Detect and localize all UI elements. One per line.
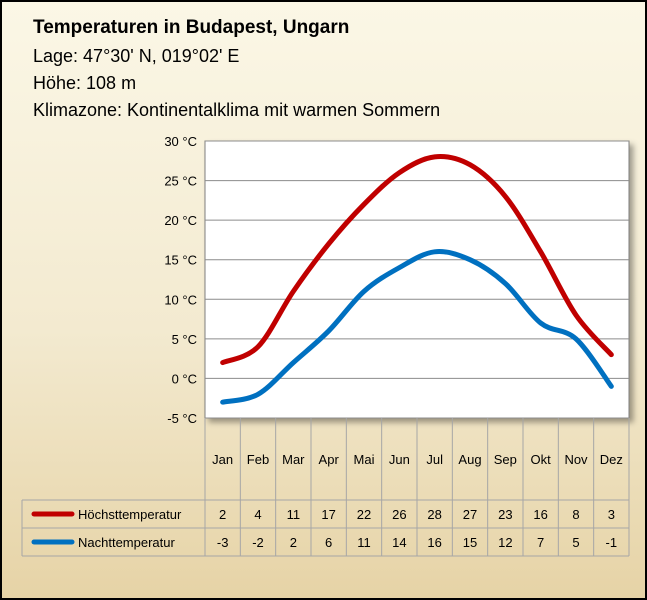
data-label: 7 bbox=[537, 535, 544, 550]
series-line-night bbox=[220, 249, 614, 405]
data-label: 17 bbox=[321, 507, 335, 522]
data-label: 16 bbox=[533, 507, 547, 522]
data-label: 26 bbox=[392, 507, 406, 522]
y-tick-label: 20 °C bbox=[164, 213, 197, 228]
location-text: Lage: 47°30' N, 019°02' E bbox=[33, 46, 240, 66]
data-label: 2 bbox=[290, 535, 297, 550]
data-label: 23 bbox=[498, 507, 512, 522]
y-tick-label: 5 °C bbox=[172, 332, 197, 347]
series-lines bbox=[220, 154, 614, 405]
y-tick-label: 25 °C bbox=[164, 174, 197, 189]
data-label: -2 bbox=[252, 535, 264, 550]
data-label: 12 bbox=[498, 535, 512, 550]
x-tick-label: Okt bbox=[531, 452, 552, 467]
data-label: 22 bbox=[357, 507, 371, 522]
data-label: 4 bbox=[254, 507, 261, 522]
data-label: 11 bbox=[357, 535, 371, 550]
data-table: Jan Feb Mar Apr Mai Jun Jul Aug Sep Okt Nov Dez Höch… bbox=[21, 418, 630, 557]
data-label: 8 bbox=[572, 507, 579, 522]
data-label: 14 bbox=[392, 535, 406, 550]
x-tick-label: Mai bbox=[354, 452, 375, 467]
x-tick-label: Dez bbox=[600, 452, 623, 467]
data-label: 28 bbox=[427, 507, 441, 522]
y-axis-labels: 30 °C 25 °C 20 °C 15 °C 10 °C 5 °C 0 °C -5 °C bbox=[164, 134, 197, 426]
data-label: 5 bbox=[572, 535, 579, 550]
x-tick-label: Nov bbox=[564, 452, 588, 467]
plot-background bbox=[204, 140, 630, 419]
data-label: 15 bbox=[463, 535, 477, 550]
x-tick-label: Feb bbox=[247, 452, 269, 467]
altitude-text: Höhe: 108 m bbox=[33, 73, 137, 93]
data-label: 2 bbox=[219, 507, 226, 522]
x-tick-label: Jul bbox=[426, 452, 443, 467]
x-tick-label: Jan bbox=[212, 452, 233, 467]
data-label: 11 bbox=[287, 507, 301, 522]
x-tick-label: Aug bbox=[458, 452, 481, 467]
data-label: -3 bbox=[217, 535, 229, 550]
legend-label: Höchsttemperatur bbox=[78, 507, 182, 522]
data-label: 3 bbox=[608, 507, 615, 522]
y-tick-label: 0 °C bbox=[172, 371, 197, 386]
data-label: 27 bbox=[463, 507, 477, 522]
x-tick-label: Mar bbox=[282, 452, 305, 467]
x-tick-label: Jun bbox=[389, 452, 410, 467]
data-label: 6 bbox=[325, 535, 332, 550]
data-label: 16 bbox=[427, 535, 441, 550]
legend-label: Nachttemperatur bbox=[78, 535, 175, 550]
data-label: -1 bbox=[606, 535, 618, 550]
y-tick-label: 30 °C bbox=[164, 134, 197, 149]
x-tick-label: Apr bbox=[319, 452, 340, 467]
series-line-high bbox=[220, 154, 614, 366]
chart-title: Temperaturen in Budapest, Ungarn bbox=[33, 17, 350, 38]
y-tick-label: -5 °C bbox=[167, 411, 197, 426]
x-tick-label: Sep bbox=[494, 452, 517, 467]
climate-zone-text: Klimazone: Kontinentalklima mit warmen S… bbox=[33, 100, 441, 120]
y-tick-label: 15 °C bbox=[164, 253, 197, 268]
plot-area bbox=[204, 140, 630, 419]
y-tick-label: 10 °C bbox=[164, 292, 197, 307]
